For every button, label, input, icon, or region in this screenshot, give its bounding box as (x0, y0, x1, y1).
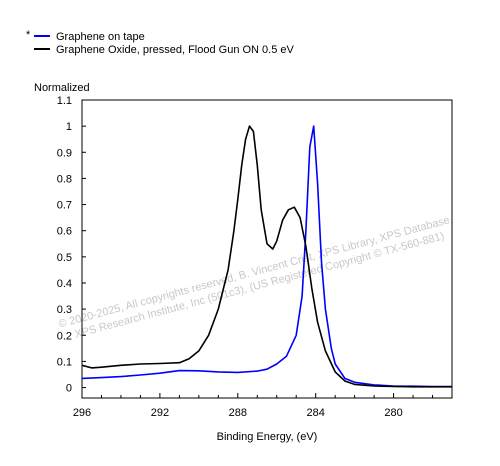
y-tick-label: 0.7 (57, 200, 72, 212)
watermark-line-2: XPS Research Institute, Inc (501c3), (US… (73, 230, 445, 340)
legend: * Graphene on tape Graphene Oxide, press… (26, 29, 295, 56)
y-tick-label: 1.1 (57, 95, 72, 107)
x-axis: 296 292 288 284 280 (73, 393, 453, 419)
y-tick-label: 0 (66, 383, 72, 395)
series-layer (81, 125, 452, 388)
y-tick-label: 0.9 (57, 147, 72, 159)
x-tick-label: 296 (73, 407, 91, 419)
y-tick-label: 0.1 (57, 356, 72, 368)
series-line-graphene-on-tape (81, 125, 452, 388)
copyright-watermark: © 2020-2025, All copyrights reserved, B.… (57, 214, 454, 341)
x-axis-title: Binding Energy, (eV) (217, 431, 318, 443)
x-tick-label: 292 (151, 407, 169, 419)
y-tick-label: 0.5 (57, 252, 72, 264)
plot-frame (81, 99, 453, 399)
y-tick-label: 0.3 (57, 304, 72, 316)
y-tick-label: 0.6 (57, 226, 72, 238)
legend-marker: * (26, 29, 31, 41)
y-axis-title: Normalized (34, 82, 90, 94)
x-tick-label: 284 (307, 407, 325, 419)
series-line-graphene-oxide (81, 125, 452, 388)
y-tick-label: 0.4 (57, 278, 72, 290)
y-axis: 0 0.1 0.2 0.3 0.4 0.5 0.6 0.7 0.8 0.9 1 1.1 (57, 95, 86, 395)
y-tick-label: 1 (66, 121, 72, 133)
y-tick-label: 0.8 (57, 173, 72, 185)
legend-label-graphene-on-tape: Graphene on tape (56, 31, 145, 43)
legend-label-graphene-oxide: Graphene Oxide, pressed, Flood Gun ON 0.… (56, 44, 295, 56)
watermark-line-1: © 2020-2025, All copyrights reserved, B.… (57, 214, 454, 331)
x-tick-label: 288 (229, 407, 247, 419)
x-tick-label: 280 (384, 407, 402, 419)
y-tick-label: 0.2 (57, 330, 72, 342)
